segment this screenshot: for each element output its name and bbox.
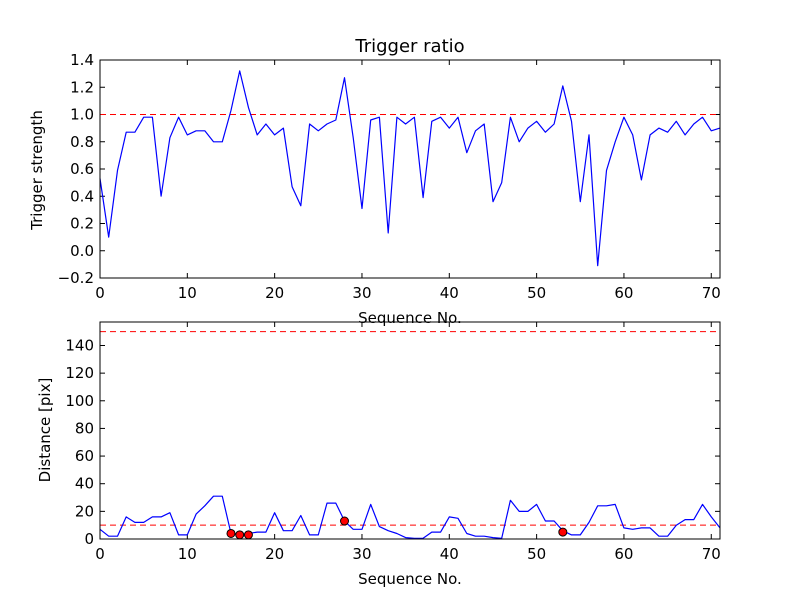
top-x-tick-label: 20 [265,284,284,302]
bottom-data-point-marker [243,530,253,540]
top-x-tick-label: 50 [527,284,546,302]
bottom-y-tick-label: 100 [65,392,94,410]
top-y-tick-label: 0.8 [70,133,94,151]
bottom-y-tick-label: 80 [75,419,94,437]
bottom-axes-frame [99,321,721,540]
top-axes-frame [99,59,721,279]
bottom-y-axis-label: Distance [pix] [36,378,54,483]
bottom-plot-area [99,495,721,539]
bottom-x-tick-label: 10 [178,545,197,563]
bottom-y-tick-label: 140 [65,336,94,354]
bottom-data-point-marker [226,528,236,538]
bottom-data-point-marker [558,527,568,537]
bottom-data-point-marker [235,530,245,540]
bottom-series-line [99,495,721,539]
bottom-x-axis-label: Sequence No. [358,570,462,588]
top-plot-area [99,70,721,267]
bottom-x-tick-label: 60 [614,545,633,563]
bottom-axis-ticks: 0 10 20 30 40 50 60 70 0 20 40 60 80 100 120 140 [65,322,721,563]
bottom-y-tick-label: 40 [75,475,94,493]
bottom-markers [226,516,568,540]
top-x-tick-label: 60 [614,284,633,302]
top-chart-title: Trigger ratio [354,36,464,57]
bottom-x-tick-label: 40 [440,545,459,563]
bottom-y-tick-label: 60 [75,447,94,465]
top-y-axis-label: Trigger strength [28,110,46,231]
top-x-tick-label: 70 [702,284,721,302]
top-y-tick-label: 1.0 [70,106,94,124]
bottom-x-tick-label: 50 [527,545,546,563]
top-x-tick-label: 0 [95,284,105,302]
bottom-x-tick-label: 0 [95,545,105,563]
bottom-x-tick-label: 70 [702,545,721,563]
top-y-tick-label: 0.2 [70,215,94,233]
top-series-line [99,70,721,267]
top-y-tick-label: 1.2 [70,78,94,96]
bottom-y-tick-label: 0 [84,530,94,548]
bottom-y-tick-label: 20 [75,502,94,520]
bottom-x-tick-label: 30 [352,545,371,563]
top-x-tick-label: 30 [352,284,371,302]
bottom-x-tick-label: 20 [265,545,284,563]
bottom-y-tick-label: 120 [65,364,94,382]
top-y-tick-label: 0.4 [70,187,94,205]
bottom-reference-lines [100,331,720,526]
top-x-tick-label: 40 [440,284,459,302]
top-axis-ticks: 0 10 20 30 40 50 60 70 −0.2 0.0 0.2 0.4 0.6 0.8 1.0 1.2… [58,51,721,302]
top-y-tick-label: 0.0 [70,242,94,260]
top-x-tick-label: 10 [178,284,197,302]
top-y-tick-label: 0.6 [70,160,94,178]
top-y-tick-label: −0.2 [58,269,94,287]
top-x-axis-label: Sequence No. [358,309,462,327]
top-y-tick-label: 1.4 [70,51,94,69]
bottom-subplot: Distance [pix] Sequence No. 0 10 20 30 40 50 6… [36,321,721,588]
bottom-data-point-marker [340,516,350,526]
